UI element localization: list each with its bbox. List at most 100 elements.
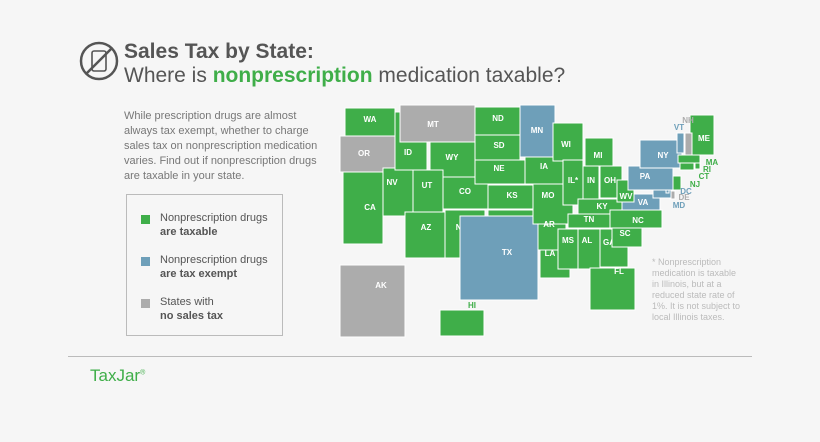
state-shape xyxy=(557,228,579,270)
state-label: KS xyxy=(506,191,518,200)
state-label: VA xyxy=(638,198,649,207)
state-label: VT xyxy=(674,123,684,132)
legend-swatch xyxy=(141,257,150,266)
state-label: DE xyxy=(678,193,690,202)
legend-line: States with xyxy=(160,296,214,308)
state-shape xyxy=(677,154,701,164)
legend-line: are taxable xyxy=(160,226,218,238)
state-shape xyxy=(474,159,531,185)
state-label: TX xyxy=(502,248,513,257)
no-medicine-icon xyxy=(79,41,119,81)
state-shape xyxy=(404,211,446,259)
divider xyxy=(68,356,752,357)
logo-mark: ® xyxy=(140,369,146,377)
legend-line: Nonprescription drugs xyxy=(160,254,268,266)
state-label: IL* xyxy=(568,176,579,185)
state-label: NE xyxy=(493,164,505,173)
state-label: DC xyxy=(680,187,692,196)
state-label: MO xyxy=(542,191,555,200)
subtitle-highlight: nonprescription xyxy=(212,64,373,87)
state-label: CA xyxy=(364,203,376,212)
state-label: LA xyxy=(545,249,556,258)
state-shape xyxy=(676,132,685,154)
title: Sales Tax by State: xyxy=(124,40,314,63)
state-label: AZ xyxy=(421,223,432,232)
state-label: SC xyxy=(619,229,630,238)
state-shape xyxy=(519,104,556,158)
state-shape xyxy=(442,176,489,210)
state-label: OH xyxy=(604,176,616,185)
state-shape xyxy=(487,184,539,210)
state-label: CT xyxy=(699,172,710,181)
state-shape xyxy=(339,264,406,338)
state-label: WI xyxy=(561,140,571,149)
state-label: FL xyxy=(614,267,624,276)
state-label: ID xyxy=(404,148,412,157)
logo: TaxJar® xyxy=(90,366,145,386)
state-label: NY xyxy=(657,151,669,160)
state-label: NJ xyxy=(690,180,700,189)
state-shape xyxy=(627,165,674,191)
legend-line: no sales tax xyxy=(160,310,223,322)
legend-item: States with no sales tax xyxy=(141,295,223,323)
state-label: AR xyxy=(543,220,555,229)
state-label: WY xyxy=(446,153,460,162)
state-label: MD xyxy=(673,201,686,210)
state-label: AL xyxy=(582,236,593,245)
state-shape xyxy=(665,189,670,194)
state-shape xyxy=(339,135,396,173)
state-label: TN xyxy=(584,215,595,224)
legend-text: Nonprescription drugs are taxable xyxy=(160,211,268,239)
state-label: HI xyxy=(468,301,476,310)
state-shape xyxy=(639,139,683,169)
state-shape xyxy=(679,162,695,171)
state-shape xyxy=(552,122,584,162)
state-label: GA xyxy=(603,238,615,247)
state-label: MS xyxy=(562,236,575,245)
state-label: ME xyxy=(698,134,711,143)
state-label: CO xyxy=(459,187,471,196)
state-label: NV xyxy=(386,178,398,187)
state-label: NC xyxy=(632,216,644,225)
state-label: MA xyxy=(706,158,719,167)
footnote: * Nonprescription medication is taxable … xyxy=(652,257,741,322)
intro-text: While prescription drugs are almost alwa… xyxy=(124,110,318,182)
legend-swatch xyxy=(141,215,150,224)
state-shape xyxy=(459,215,539,301)
state-label: NH xyxy=(682,116,694,125)
state-shape xyxy=(342,171,384,245)
state-label: IN xyxy=(587,176,595,185)
state-shape xyxy=(672,175,682,191)
state-label: OR xyxy=(358,149,370,158)
legend: Nonprescription drugs are taxable Nonpresc… xyxy=(126,194,283,336)
state-shape xyxy=(382,167,414,217)
state-shape xyxy=(589,267,636,311)
state-shape xyxy=(694,162,701,170)
subtitle-text: Where is xyxy=(124,64,207,87)
state-shape xyxy=(684,132,693,156)
subtitle: Where is nonprescription medication taxa… xyxy=(124,64,565,88)
state-shape xyxy=(399,104,476,143)
legend-swatch xyxy=(141,299,150,308)
state-label: PA xyxy=(640,172,651,181)
state-label: MT xyxy=(427,120,439,129)
state-shape xyxy=(439,309,485,337)
us-map: WAORCANVIDMTWYUTCOAZNMNDSDNEKSOKTXMNIAMO… xyxy=(339,104,719,338)
legend-line: Nonprescription drugs xyxy=(160,212,268,224)
state-label: MN xyxy=(531,126,544,135)
legend-item: Nonprescription drugs are tax exempt xyxy=(141,253,268,281)
subtitle-text: medication taxable? xyxy=(378,64,566,87)
state-label: WA xyxy=(364,115,377,124)
state-label: KY xyxy=(596,202,608,211)
state-label: RI xyxy=(703,165,711,174)
legend-text: Nonprescription drugs are tax exempt xyxy=(160,253,268,281)
state-shape xyxy=(652,189,672,199)
legend-text: States with no sales tax xyxy=(160,295,223,323)
state-shape xyxy=(344,107,396,139)
state-shape xyxy=(474,106,521,136)
state-shape xyxy=(412,169,444,213)
state-shape xyxy=(577,228,601,270)
legend-item: Nonprescription drugs are taxable xyxy=(141,211,268,239)
state-label: SD xyxy=(493,141,504,150)
